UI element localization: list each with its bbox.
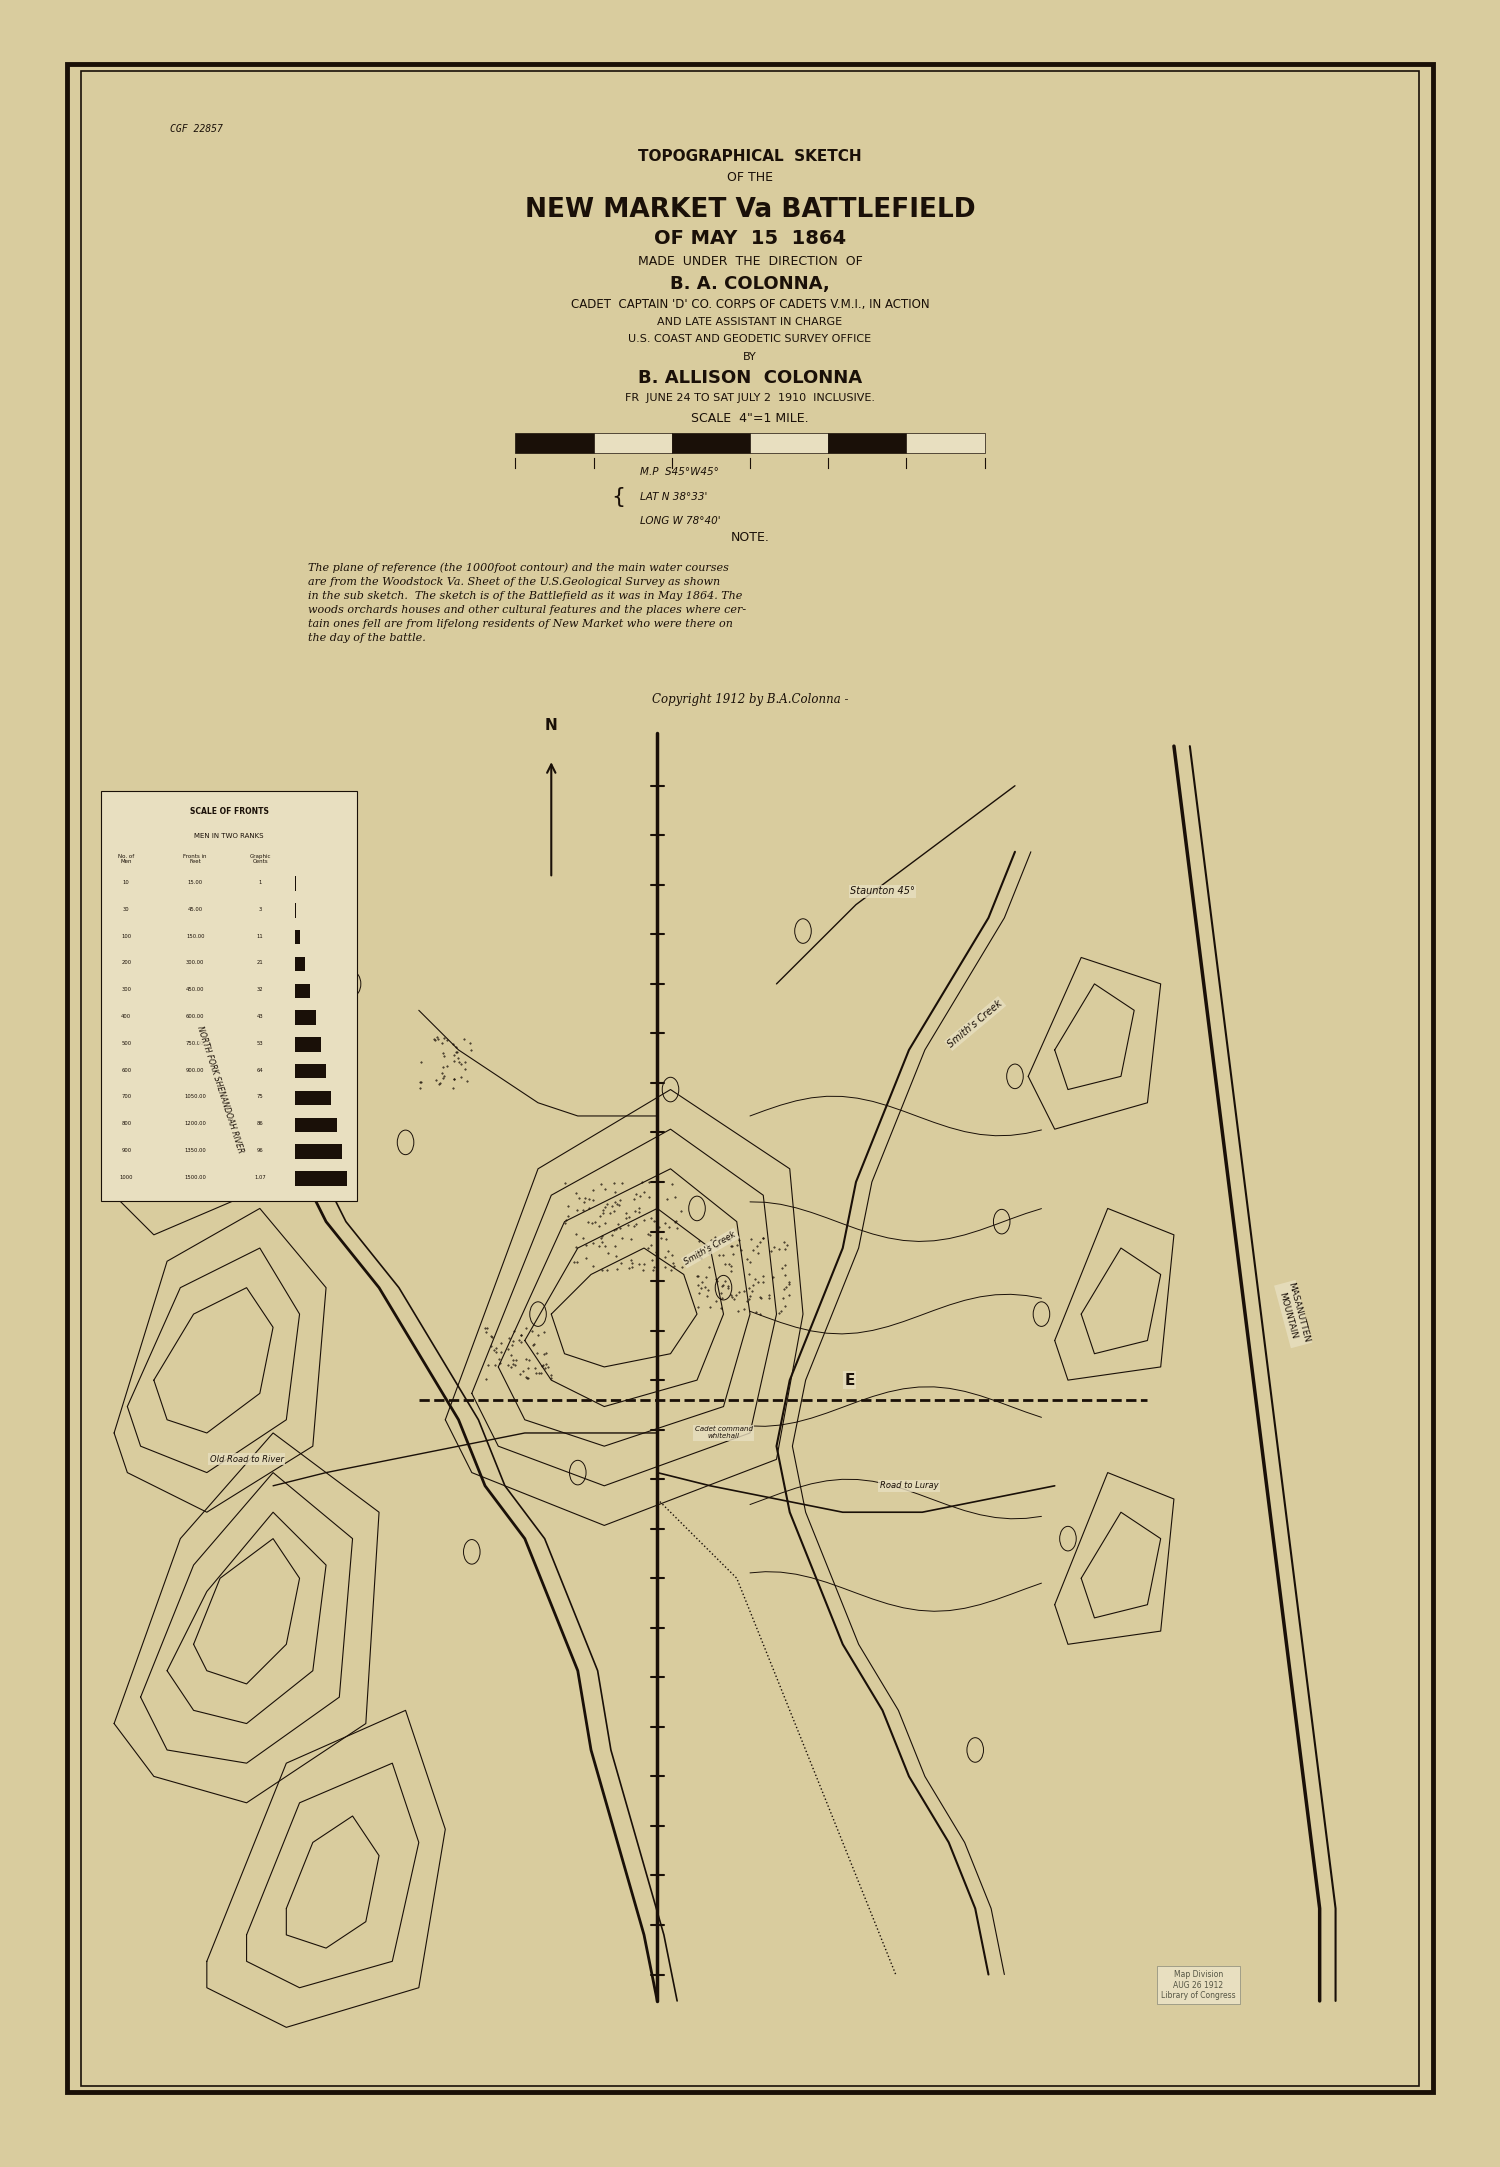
Bar	[294, 904, 296, 917]
Text: 1: 1	[258, 880, 262, 884]
Text: 21: 21	[256, 960, 264, 966]
Text: U.S. COAST AND GEODETIC SURVEY OFFICE: U.S. COAST AND GEODETIC SURVEY OFFICE	[628, 334, 872, 345]
Text: CGF 22857: CGF 22857	[171, 124, 224, 134]
Text: 1.07: 1.07	[254, 1175, 266, 1179]
Text: 10: 10	[123, 880, 129, 884]
Text: MEN IN TWO RANKS: MEN IN TWO RANKS	[195, 834, 264, 839]
Text: No. of
Men: No. of Men	[118, 854, 135, 865]
Text: 750.00: 750.00	[186, 1040, 204, 1047]
Text: 900.00: 900.00	[186, 1068, 204, 1073]
Text: NORTH FORK SHENANDOAH RIVER: NORTH FORK SHENANDOAH RIVER	[195, 1025, 244, 1155]
Bar	[672, 433, 750, 453]
Text: 200: 200	[122, 960, 132, 966]
Text: LAT N 38°33': LAT N 38°33'	[639, 492, 706, 501]
Text: B. A. COLONNA,: B. A. COLONNA,	[670, 275, 830, 293]
Bar	[294, 1064, 326, 1079]
Text: 600: 600	[122, 1068, 132, 1073]
Text: 75: 75	[256, 1094, 264, 1099]
Bar	[294, 958, 304, 971]
Text: MADE  UNDER  THE  DIRECTION  OF: MADE UNDER THE DIRECTION OF	[638, 254, 862, 267]
Text: 32: 32	[256, 988, 264, 992]
Text: TOPOGRAPHICAL  SKETCH: TOPOGRAPHICAL SKETCH	[638, 150, 862, 165]
Text: Map Division
AUG 26 1912
Library of Congress: Map Division AUG 26 1912 Library of Cong…	[1161, 1970, 1236, 2000]
Text: 300: 300	[122, 988, 130, 992]
Text: 450.00: 450.00	[186, 988, 204, 992]
Text: Smith's Creek: Smith's Creek	[682, 1229, 738, 1266]
Text: 3: 3	[258, 908, 261, 912]
Bar	[828, 433, 906, 453]
Text: Staunton 45°: Staunton 45°	[850, 886, 915, 897]
Text: 600.00: 600.00	[186, 1014, 204, 1018]
Text: MASANUTTEN
MOUNTAIN: MASANUTTEN MOUNTAIN	[1276, 1281, 1311, 1346]
Text: N: N	[544, 717, 558, 732]
Text: NOTE.: NOTE.	[730, 531, 770, 544]
Text: LONG W 78°40': LONG W 78°40'	[639, 516, 720, 527]
Text: FR  JUNE 24 TO SAT JULY 2  1910  INCLUSIVE.: FR JUNE 24 TO SAT JULY 2 1910 INCLUSIVE.	[626, 392, 874, 403]
Text: M.P  S45°W45°: M.P S45°W45°	[639, 466, 718, 477]
Text: Graphic
Cents: Graphic Cents	[249, 854, 272, 865]
Bar	[594, 433, 672, 453]
Text: 1350.00: 1350.00	[184, 1149, 206, 1153]
Bar	[906, 433, 984, 453]
Bar	[750, 433, 828, 453]
Text: E: E	[844, 1372, 855, 1387]
Text: AND LATE ASSISTANT IN CHARGE: AND LATE ASSISTANT IN CHARGE	[657, 316, 843, 327]
Text: {: {	[612, 488, 626, 507]
Text: Smith's Creek: Smith's Creek	[946, 999, 1005, 1049]
Text: 53: 53	[256, 1040, 264, 1047]
Text: 100: 100	[122, 934, 132, 938]
Text: 96: 96	[256, 1149, 264, 1153]
Bar	[294, 930, 300, 945]
Text: B. ALLISON  COLONNA: B. ALLISON COLONNA	[638, 368, 862, 386]
Text: Cadet command
whitehall: Cadet command whitehall	[694, 1426, 753, 1439]
Text: SCALE OF FRONTS: SCALE OF FRONTS	[189, 808, 268, 817]
Bar	[294, 1010, 315, 1025]
Bar	[294, 1144, 342, 1159]
Text: Road to Luray: Road to Luray	[879, 1482, 939, 1491]
Text: Copyright 1912 by B.A.Colonna -: Copyright 1912 by B.A.Colonna -	[651, 693, 849, 706]
Text: 30: 30	[123, 908, 129, 912]
Text: 1200.00: 1200.00	[184, 1120, 206, 1127]
Bar	[294, 984, 310, 999]
Text: 900: 900	[122, 1149, 132, 1153]
Text: 500: 500	[122, 1040, 132, 1047]
Bar	[294, 1170, 346, 1185]
Text: CADET  CAPTAIN 'D' CO. CORPS OF CADETS V.M.I., IN ACTION: CADET CAPTAIN 'D' CO. CORPS OF CADETS V.…	[570, 297, 930, 310]
Text: 64: 64	[256, 1068, 264, 1073]
Text: The plane of reference (the 1000foot contour) and the main water courses
are fro: The plane of reference (the 1000foot con…	[309, 561, 747, 644]
Text: 11: 11	[256, 934, 264, 938]
Text: 150.00: 150.00	[186, 934, 204, 938]
Text: 43: 43	[256, 1014, 264, 1018]
Bar	[294, 1090, 332, 1105]
Text: Fronts in
Feet: Fronts in Feet	[183, 854, 207, 865]
Text: SCALE  4"=1 MILE.: SCALE 4"=1 MILE.	[692, 412, 808, 425]
Text: OF MAY  15  1864: OF MAY 15 1864	[654, 230, 846, 247]
Text: 800: 800	[122, 1120, 132, 1127]
Text: 1000: 1000	[120, 1175, 134, 1179]
Text: 1050.00: 1050.00	[184, 1094, 206, 1099]
Text: 15.00: 15.00	[188, 880, 202, 884]
Bar	[102, 791, 357, 1201]
Bar	[516, 433, 594, 453]
Text: 400: 400	[122, 1014, 132, 1018]
Text: BY: BY	[742, 353, 758, 362]
Text: 300.00: 300.00	[186, 960, 204, 966]
Text: 45.00: 45.00	[188, 908, 202, 912]
Text: 700: 700	[122, 1094, 132, 1099]
Bar	[294, 1038, 321, 1051]
Text: OF THE: OF THE	[728, 171, 772, 184]
Text: Old Road to River: Old Road to River	[210, 1454, 284, 1465]
Text: NEW MARKET Va BATTLEFIELD: NEW MARKET Va BATTLEFIELD	[525, 197, 975, 223]
Bar	[294, 1118, 336, 1131]
Text: 1500.00: 1500.00	[184, 1175, 206, 1179]
Text: 86: 86	[256, 1120, 264, 1127]
